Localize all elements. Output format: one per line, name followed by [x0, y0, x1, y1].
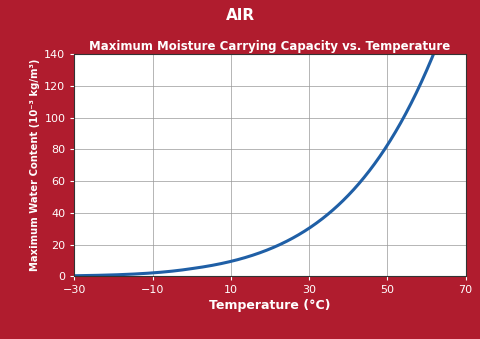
X-axis label: Temperature (°C): Temperature (°C) — [209, 299, 331, 313]
Text: AIR: AIR — [226, 8, 254, 23]
Title: Maximum Moisture Carrying Capacity vs. Temperature: Maximum Moisture Carrying Capacity vs. T… — [89, 40, 451, 53]
Y-axis label: Maximum Water Content (10⁻³ kg/m³): Maximum Water Content (10⁻³ kg/m³) — [30, 59, 40, 272]
